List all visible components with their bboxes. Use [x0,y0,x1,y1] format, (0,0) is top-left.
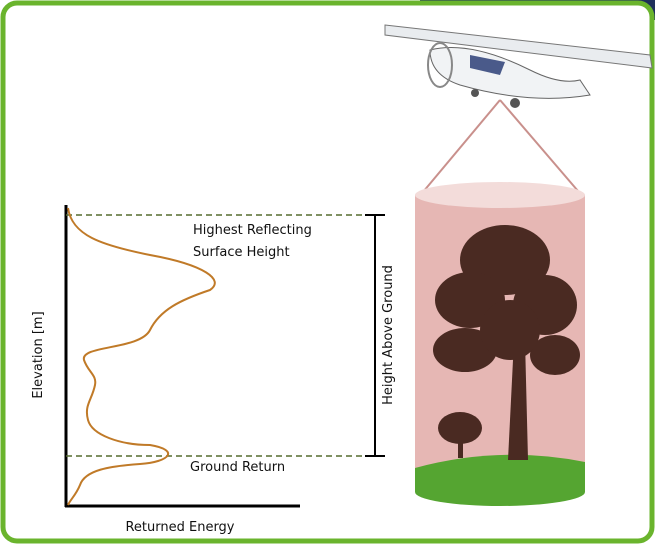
y-axis-label: Elevation [m] [31,311,46,398]
highest-label: Highest Reflecting [193,223,312,238]
beam-line [417,99,501,199]
airplane [384,24,653,108]
waveform [67,207,216,506]
highest-label: Surface Height [193,245,290,260]
small-tree [438,412,482,458]
hill [415,454,585,506]
cylinder-top [415,182,585,208]
beam-line [499,99,585,199]
ground-return-label: Ground Return [190,460,285,475]
x-axis-label: Returned Energy [125,520,234,535]
height-label: Height Above Ground [381,265,396,405]
big-tree [433,225,580,460]
